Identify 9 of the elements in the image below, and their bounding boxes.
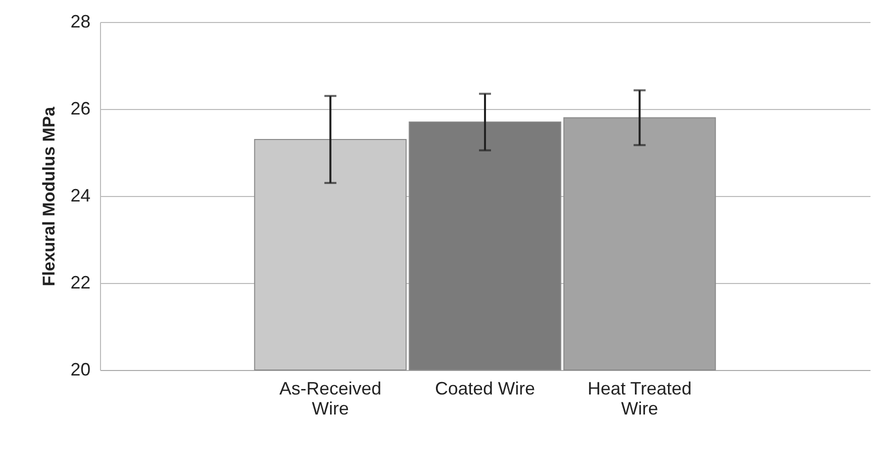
y-tick-label: 28 — [70, 12, 90, 32]
y-tick-label: 24 — [70, 186, 90, 206]
y-axis-title: Flexural Modulus MPa — [39, 106, 58, 286]
y-tick-label: 26 — [70, 98, 90, 118]
x-tick-label: Heat Treated Wire — [588, 378, 692, 418]
y-tick-label: 20 — [70, 360, 90, 380]
x-tick-label: As-Received Wire — [279, 378, 382, 418]
x-tick-label: Coated Wire — [434, 378, 536, 398]
y-tick-label: 22 — [70, 272, 90, 292]
